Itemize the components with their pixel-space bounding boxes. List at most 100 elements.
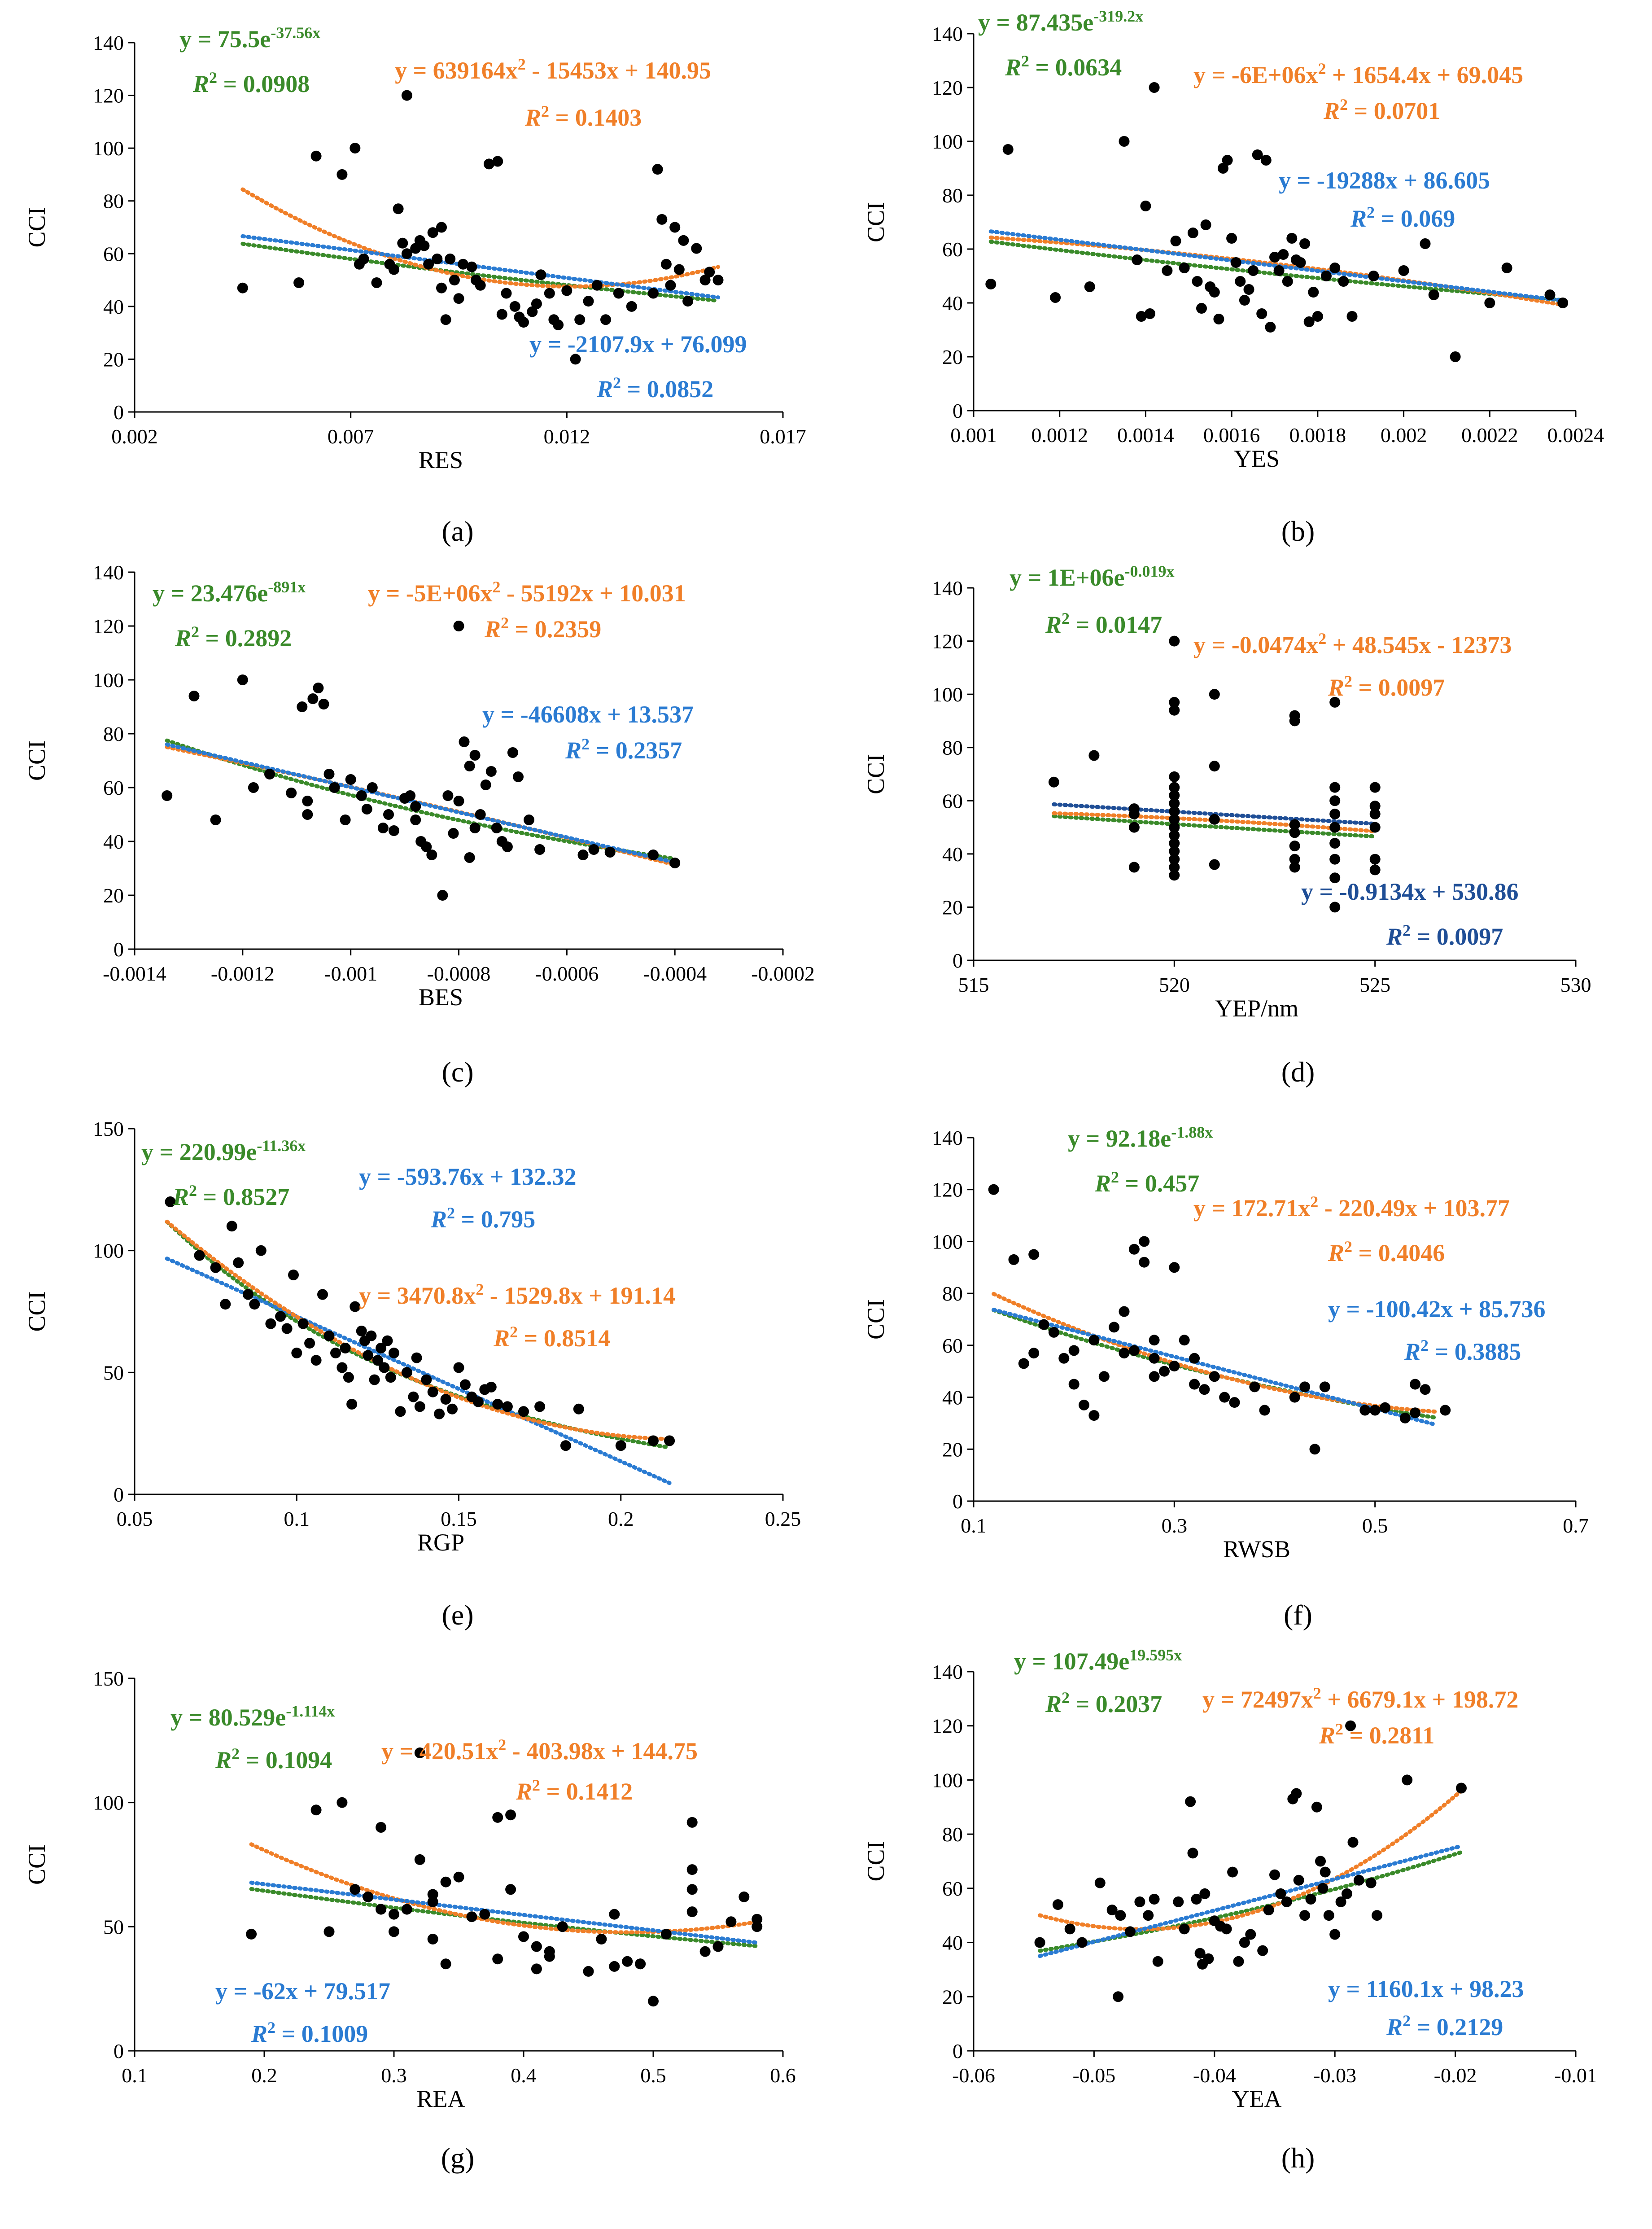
- data-point: [1209, 1371, 1220, 1382]
- r-squared-value: = 0.069: [1375, 205, 1455, 232]
- r-squared-exponent: 2: [581, 735, 590, 753]
- data-point: [1191, 1894, 1202, 1905]
- data-point: [1119, 1348, 1130, 1359]
- data-point: [427, 1934, 438, 1944]
- y-tick-label: 20: [103, 348, 124, 371]
- r-squared-symbol: R: [524, 104, 541, 131]
- data-point: [1169, 771, 1180, 782]
- data-point: [600, 314, 611, 325]
- chart-c: 0 20 40 60 80 100 120 140 -0.0014 -0.0012 -0.001 -0…: [23, 561, 815, 1088]
- r-squared-value: = 0.0701: [1348, 97, 1440, 124]
- data-point: [226, 1221, 237, 1232]
- y-tick-label: 0: [114, 401, 124, 424]
- data-point: [1260, 155, 1272, 166]
- data-point: [248, 782, 259, 793]
- data-point: [1289, 854, 1300, 865]
- data-point: [678, 235, 689, 246]
- data-point: [1098, 1371, 1110, 1382]
- data-point: [534, 844, 546, 855]
- data-point: [485, 1381, 497, 1393]
- data-point: [1169, 870, 1180, 881]
- data-point: [318, 699, 329, 709]
- r-squared-value: = 0.0097: [1411, 923, 1503, 950]
- r-squared-polynomial: R2 = 0.4046: [1328, 1238, 1445, 1266]
- data-point: [1249, 1381, 1260, 1393]
- equation-linear: y = -2107.9x + 76.099: [529, 331, 747, 358]
- data-point: [1230, 257, 1241, 268]
- data-point: [1149, 82, 1160, 93]
- x-axis-label: RES: [419, 447, 463, 473]
- data-point: [210, 1262, 221, 1273]
- equation-superscript: -1.114x: [286, 1702, 335, 1720]
- r-squared-value: = 0.2037: [1070, 1690, 1162, 1717]
- y-tick-label: 150: [93, 1117, 124, 1140]
- data-point: [1179, 1923, 1190, 1935]
- data-point: [669, 858, 681, 868]
- r-squared-exponent: 2: [267, 2019, 275, 2036]
- data-point: [376, 1343, 387, 1353]
- y-tick-label: 20: [942, 1985, 963, 2008]
- data-point: [442, 790, 454, 801]
- data-point: [518, 1931, 529, 1942]
- equation-superscript: -0.019x: [1125, 562, 1175, 580]
- data-point: [1410, 1379, 1421, 1390]
- trendline-polynomial: [240, 187, 720, 289]
- y-tick-label: 60: [942, 1877, 963, 1900]
- data-point: [1139, 1236, 1150, 1247]
- data-point: [440, 1958, 451, 1970]
- data-point: [440, 1394, 451, 1405]
- chart-b: 0 20 40 60 80 100 120 140 0.001 0.0012 0.0014 0.001…: [862, 7, 1604, 547]
- data-point: [1308, 287, 1319, 298]
- r-squared-exponent: 2: [541, 102, 549, 120]
- y-tick-label: 120: [93, 615, 124, 638]
- data-point: [1088, 1410, 1100, 1421]
- equation-text: y = -2107.9x + 76.099: [529, 331, 747, 358]
- data-point: [1329, 854, 1341, 865]
- data-point: [1402, 1774, 1413, 1786]
- equation-polynomial: y = 420.51x2 - 403.98x + 144.75: [381, 1736, 698, 1765]
- r-squared-polynomial: R2 = 0.1403: [524, 102, 642, 131]
- y-tick-label: 40: [942, 843, 963, 866]
- r-squared-symbol: R: [430, 1206, 447, 1233]
- trendline-polynomial: [1038, 1788, 1464, 1931]
- x-tick-label: -0.0012: [211, 962, 275, 985]
- y-axis-label: CCI: [862, 1299, 889, 1340]
- data-point: [1410, 1407, 1421, 1419]
- x-tick-label: -0.0002: [751, 962, 815, 985]
- data-point: [389, 264, 399, 275]
- panel-caption: (c): [441, 1056, 473, 1088]
- r-squared-linear: R2 = 0.0097: [1386, 921, 1503, 950]
- data-point: [485, 766, 497, 777]
- data-point: [421, 841, 432, 852]
- x-tick-label: 0.5: [1362, 1514, 1388, 1537]
- data-point: [436, 222, 447, 233]
- equation-linear: y = -62x + 79.517: [215, 1978, 390, 2005]
- equation-superscript: 2: [1310, 1193, 1318, 1211]
- equation-polynomial: y = -0.0474x2 + 48.545x - 12373: [1193, 630, 1512, 658]
- data-point: [1235, 276, 1246, 287]
- data-point: [323, 1330, 335, 1341]
- data-point: [686, 1864, 698, 1875]
- r-squared-exponent: 2: [613, 374, 621, 392]
- data-point: [1369, 1405, 1381, 1416]
- r-squared-value: = 0.457: [1119, 1170, 1199, 1197]
- x-tick-label: 0.0022: [1461, 424, 1518, 447]
- data-point: [1369, 808, 1381, 819]
- equation-text: y = 3470.8x: [359, 1282, 476, 1309]
- data-point: [626, 301, 637, 312]
- r-squared-symbol: R: [596, 376, 613, 403]
- data-point: [371, 277, 382, 288]
- r-squared-value: = 0.1009: [275, 2020, 368, 2047]
- data-point: [288, 1270, 299, 1280]
- data-point: [297, 701, 308, 712]
- data-point: [414, 1401, 425, 1412]
- data-point: [652, 164, 663, 175]
- r-squared-exponent: 2: [1062, 609, 1070, 627]
- y-tick-label: 40: [103, 295, 124, 318]
- data-point: [1113, 1991, 1124, 2002]
- equation-exponential: y = 80.529e-1.114x: [170, 1702, 335, 1731]
- x-tick-label: 0.1: [961, 1514, 987, 1537]
- data-point: [531, 1941, 542, 1952]
- data-point: [1169, 862, 1180, 873]
- equation-text: y = 87.435e: [978, 9, 1093, 36]
